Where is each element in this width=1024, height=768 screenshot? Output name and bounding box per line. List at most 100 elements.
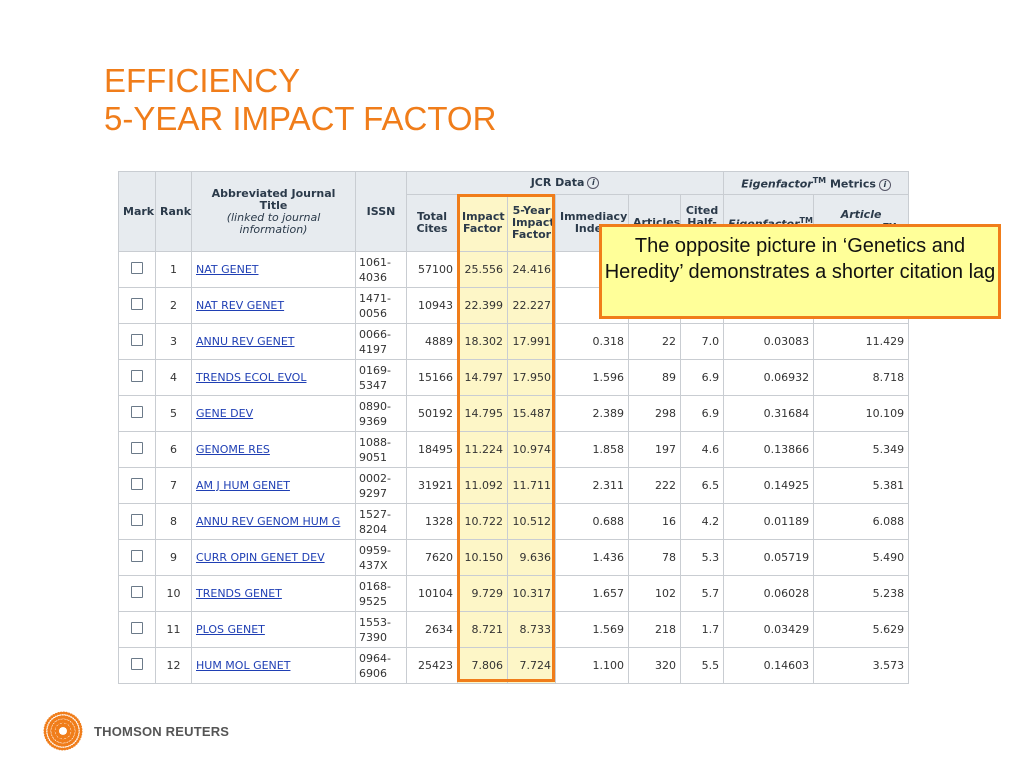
issn-cell: 0959- 437X [355,539,407,576]
table-row: 5 GENE DEV 0890- 9369 50192 14.795 15.487 2.389… [118,395,910,432]
eigenfactor-group-name: Eigenfactor [741,177,813,191]
journal-title-cell: TRENDS GENET [191,575,356,612]
articles-cell: 102 [628,575,681,612]
mark-checkbox[interactable] [131,262,143,274]
issn-part-2: 7390 [359,630,387,644]
journal-title-cell: ANNU REV GENOM HUM G [191,503,356,540]
eigenfactor-group-suffix: Metrics [826,177,876,191]
impact-factor-cell: 14.795 [457,395,508,432]
jcr-data-group-header: JCR Data i [405,171,725,195]
journal-title-link[interactable]: AM J HUM GENET [196,479,290,492]
mark-checkbox[interactable] [131,370,143,382]
mark-checkbox[interactable] [131,550,143,562]
column-header-title-label: Abbreviated Journal Title [211,186,336,212]
eigenfactor-group-tm: TM [812,176,827,186]
issn-part-2: 8204 [359,522,387,536]
article-influence-cell: 5.349 [813,431,910,468]
journal-title-link[interactable]: GENOME RES [196,443,270,456]
eigenfactor-cell: 0.31684 [723,395,815,432]
info-icon[interactable]: i [587,177,600,189]
journal-title-cell: GENOME RES [191,431,356,468]
mark-checkbox[interactable] [131,514,143,526]
issn-part-1: 1553- [359,615,391,629]
journal-title-link[interactable]: ANNU REV GENET [196,335,295,348]
article-influence-cell: 3.573 [813,647,910,684]
immediacy-index-cell: 0.318 [555,323,629,360]
issn-cell: 0890- 9369 [355,395,407,432]
issn-part-1: 0066- [359,327,391,341]
mark-checkbox[interactable] [131,478,143,490]
row-mark-cell [118,647,156,684]
mark-checkbox[interactable] [131,622,143,634]
journal-title-link[interactable]: NAT REV GENET [196,299,285,312]
journal-title-cell: AM J HUM GENET [191,467,356,504]
row-mark-cell [118,251,156,288]
impact-factor-cell: 8.721 [457,611,508,648]
cited-half-life-cell: 5.7 [679,575,725,612]
immediacy-index-cell: 1.657 [555,575,629,612]
cited-half-life-cell: 6.5 [679,467,725,504]
immediacy-index-cell: 1.596 [555,359,629,396]
five-year-impact-factor-cell: 17.950 [507,359,556,396]
cited-half-life-cell: 4.2 [679,503,725,540]
journal-title-link[interactable]: TRENDS ECOL EVOL [196,371,307,384]
issn-cell: 1061- 4036 [355,251,407,288]
impact-factor-cell: 18.302 [457,323,508,360]
mark-checkbox[interactable] [131,334,143,346]
column-header-rank[interactable]: Rank [155,171,192,252]
impact-factor-cell: 10.150 [457,539,508,576]
rank-cell: 5 [155,395,192,432]
eigenfactor-cell: 0.13866 [723,431,815,468]
rank-cell: 11 [155,611,192,648]
mark-checkbox[interactable] [131,586,143,598]
journal-title-link[interactable]: NAT GENET [196,263,259,276]
journal-title-link[interactable]: TRENDS GENET [196,587,282,600]
slide-title-line-1: EFFICIENCY [104,62,301,99]
immediacy-index-cell: 1.100 [555,647,629,684]
issn-part-1: 0890- [359,399,391,413]
impact-factor-cell: 14.797 [457,359,508,396]
column-header-title-note: (linked to journal information) [226,210,321,236]
total-cites-cell: 25423 [406,647,458,684]
table-row: 10 TRENDS GENET 0168- 9525 10104 9.729 10.317 1… [118,575,910,612]
journal-title-link[interactable]: HUM MOL GENET [196,659,291,672]
articles-cell: 22 [628,323,681,360]
column-header-mark: Mark [118,171,156,252]
eigenfactor-cell: 0.01189 [723,503,815,540]
articles-cell: 320 [628,647,681,684]
column-header-issn: ISSN [355,171,407,252]
issn-cell: 1527- 8204 [355,503,407,540]
journal-title-link[interactable]: GENE DEV [196,407,254,420]
article-influence-cell: 5.238 [813,575,910,612]
impact-factor-cell: 25.556 [457,251,508,288]
jcr-data-group-label: JCR Data [530,176,585,189]
journal-title-link[interactable]: PLOS GENET [196,623,265,636]
cited-half-life-cell: 4.6 [679,431,725,468]
column-header-5-year-impact-factor[interactable]: 5-Year Impact Factor [507,194,556,252]
row-mark-cell [118,323,156,360]
column-header-total-cites[interactable]: Total Cites [406,194,458,252]
issn-part-1: 1088- [359,435,391,449]
mark-checkbox[interactable] [131,298,143,310]
table-row: 7 AM J HUM GENET 0002- 9297 31921 11.092 11.71… [118,467,910,504]
info-icon[interactable]: i [878,178,891,191]
column-header-impact-factor[interactable]: Impact Factor [457,194,508,252]
mark-checkbox[interactable] [131,442,143,454]
mark-checkbox[interactable] [131,406,143,418]
mark-checkbox[interactable] [131,658,143,670]
cited-half-life-cell: 5.3 [679,539,725,576]
total-cites-cell: 10104 [406,575,458,612]
rank-cell: 3 [155,323,192,360]
article-influence-cell: 6.088 [813,503,910,540]
journal-title-link[interactable]: CURR OPIN GENET DEV [196,551,325,564]
journal-title-link[interactable]: ANNU REV GENOM HUM G [196,515,341,528]
cited-half-life-cell: 6.9 [679,359,725,396]
table-row: 11 PLOS GENET 1553- 7390 2634 8.721 8.733 1.569… [118,611,910,648]
callout-box: The opposite picture in ‘Genetics and He… [599,224,1001,319]
articles-cell: 89 [628,359,681,396]
issn-part-1: 0168- [359,579,391,593]
rank-cell: 1 [155,251,192,288]
journal-title-cell: CURR OPIN GENET DEV [191,539,356,576]
table-row: 8 ANNU REV GENOM HUM G 1527- 8204 1328 10.722… [118,503,910,540]
